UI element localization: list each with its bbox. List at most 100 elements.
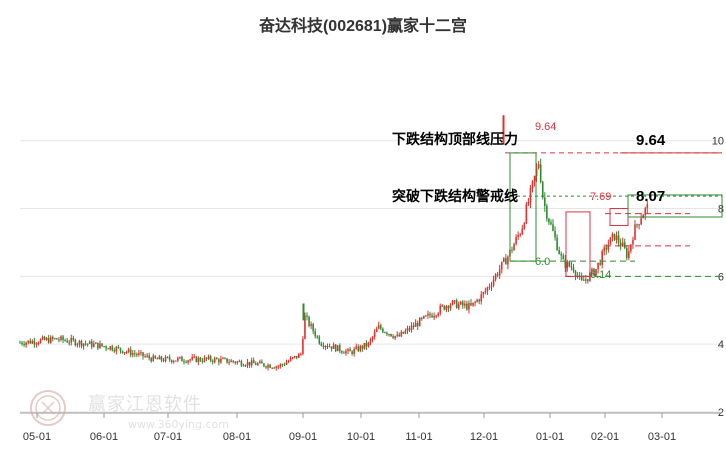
candle-body <box>95 342 97 344</box>
candle-body <box>568 261 571 267</box>
candle-body <box>263 363 265 367</box>
candle-body <box>365 342 368 347</box>
candle-body <box>480 294 483 302</box>
candle-body <box>646 204 649 209</box>
candle-body <box>181 356 183 362</box>
candle-body <box>298 353 300 358</box>
candle-body <box>236 361 239 363</box>
candle-body <box>636 224 638 226</box>
candle-body <box>300 353 302 355</box>
candle-body <box>390 333 392 337</box>
candle-body <box>351 351 353 354</box>
candle-body <box>148 355 150 359</box>
candle-body <box>626 248 628 258</box>
x-tick-label: 05-01 <box>23 431 51 443</box>
candle-body <box>427 313 429 316</box>
watermark: 赢家江恩软件 www.360ying.com <box>28 388 248 438</box>
candle-body <box>347 349 349 352</box>
candle-body <box>472 302 474 306</box>
candle-body <box>599 262 601 265</box>
candle-body <box>84 343 87 345</box>
candle-body <box>52 336 54 339</box>
candle-body <box>117 347 120 349</box>
candle-body <box>382 328 384 333</box>
candle-body <box>125 351 128 353</box>
candle-body <box>203 357 206 362</box>
structure-box <box>509 152 537 262</box>
candle-body <box>605 247 608 250</box>
annotation-layer: 下跌结构顶部线压力 9.64 9.64 突破下跌结构警戒线 8.07 7.69 6.14 6.… <box>392 121 723 281</box>
candle-body <box>277 366 280 368</box>
candle-body <box>601 251 603 265</box>
candle-body <box>546 206 548 219</box>
candle-body <box>101 343 103 346</box>
candle-body <box>179 356 181 358</box>
candle-body <box>482 292 485 295</box>
candle-body <box>185 361 187 363</box>
candle-body <box>345 351 347 354</box>
candle-body <box>226 358 228 363</box>
candle-body <box>386 332 388 335</box>
candle-body <box>64 340 66 342</box>
candle-body <box>213 358 216 362</box>
candle-body <box>201 360 204 362</box>
x-tick-label: 03-01 <box>648 431 676 443</box>
candle-body <box>35 343 38 345</box>
candle-body <box>332 344 335 349</box>
candle-body <box>603 247 606 252</box>
candle-body <box>548 218 550 223</box>
candle-body <box>156 358 159 360</box>
candle-body <box>466 303 468 310</box>
candle-body <box>150 358 152 362</box>
candle-body <box>283 364 286 366</box>
x-tick-label: 06-01 <box>90 431 118 443</box>
candle-body <box>494 274 497 280</box>
candle-body <box>72 337 75 340</box>
candle-body <box>131 353 134 356</box>
candle-body <box>252 360 255 364</box>
candle-body <box>630 244 632 252</box>
candle-body <box>388 333 390 335</box>
candle-body <box>537 164 540 168</box>
candle-body <box>281 364 284 366</box>
candle-body <box>406 328 409 331</box>
candle-body <box>27 340 29 343</box>
candle-body <box>238 361 241 363</box>
candle-body <box>439 305 442 314</box>
candle-body <box>105 346 107 349</box>
candle-body <box>302 303 305 321</box>
candle-body <box>324 345 327 347</box>
candle-body <box>183 361 185 363</box>
candle-body <box>115 347 118 352</box>
candle-body <box>441 305 444 307</box>
candle-body <box>250 360 253 366</box>
resistance-label: 下跌结构顶部线压力 <box>392 131 518 148</box>
candle-body <box>623 242 626 249</box>
candle-body <box>486 287 489 292</box>
candle-body <box>562 255 565 260</box>
breakout-value: 8.07 <box>636 188 665 205</box>
candle-body <box>207 356 210 359</box>
candle-body <box>585 279 587 281</box>
candle-body <box>375 328 378 332</box>
candle-body <box>224 358 226 360</box>
candle-body <box>82 343 85 347</box>
candle-body <box>166 356 169 358</box>
x-tick-label: 12-01 <box>470 431 498 443</box>
candle-body <box>496 274 499 276</box>
candle-body <box>285 362 288 365</box>
candle-body <box>437 313 439 316</box>
candle-body <box>361 345 364 349</box>
range-box <box>609 208 629 226</box>
candle-body <box>328 346 331 348</box>
candle-body <box>451 300 454 305</box>
candle-body <box>587 279 589 281</box>
candle-body <box>302 338 304 354</box>
candle-body <box>211 360 214 362</box>
candle-body <box>326 345 329 347</box>
candle-body <box>334 344 337 352</box>
candle-body <box>66 340 68 343</box>
candle-body <box>21 342 23 345</box>
candle-body <box>414 322 417 327</box>
candle-body <box>310 324 312 326</box>
